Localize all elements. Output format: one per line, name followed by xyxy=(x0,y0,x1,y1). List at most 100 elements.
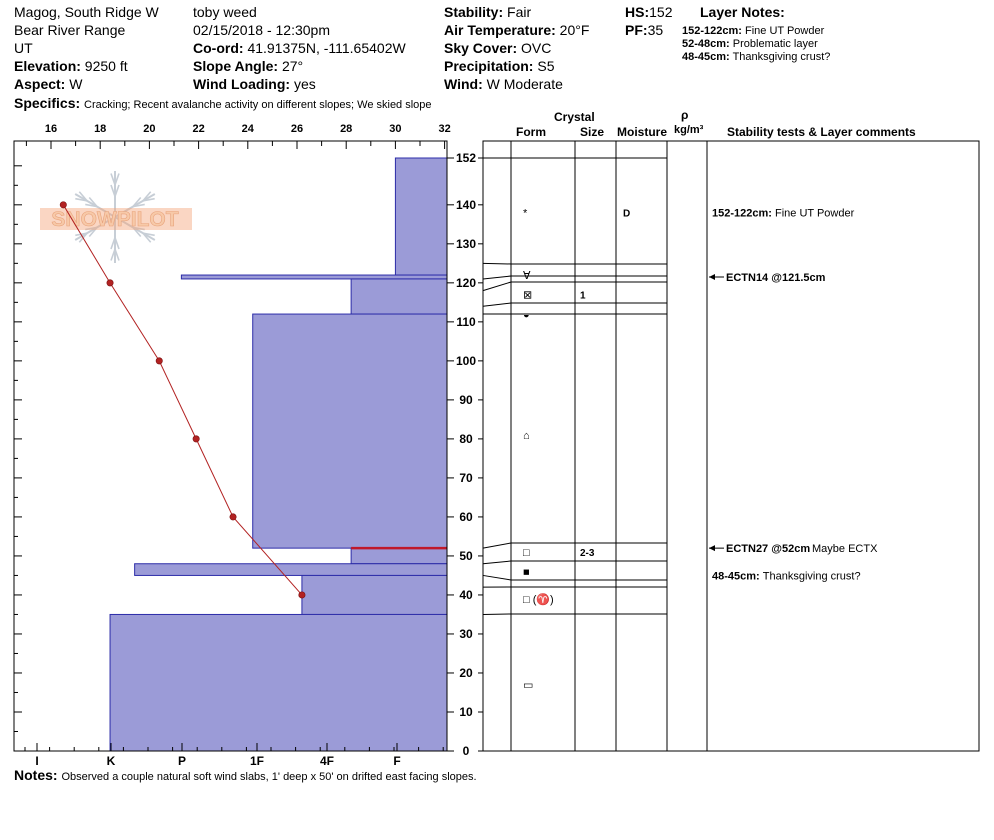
height-tick-label: 50 xyxy=(459,549,473,563)
comment-test: ECTN14 @121.5cm xyxy=(726,272,826,284)
layer-note: 52-48cm: Problematic layer xyxy=(682,38,818,51)
wind-label: Wind: xyxy=(444,76,483,92)
flake-branch xyxy=(110,248,116,261)
temp-tick-label: 18 xyxy=(94,123,106,135)
height-tick-label: 10 xyxy=(459,705,473,719)
flake-branch xyxy=(132,226,145,231)
hs-label: HS: xyxy=(625,4,650,20)
hardness-tick-label: 1F xyxy=(250,754,264,768)
flake-branch xyxy=(142,232,152,243)
layer-boundary-connector xyxy=(482,542,512,549)
precip-label: Precipitation: xyxy=(444,58,534,74)
slope-row: Slope Angle: 27° xyxy=(193,58,303,75)
flake-branch xyxy=(132,203,145,208)
flake-branch xyxy=(88,226,98,237)
density-unit-header: kg/m³ xyxy=(674,124,704,136)
notes-value: Observed a couple natural soft wind slab… xyxy=(61,771,477,783)
hardness-layer xyxy=(109,613,448,752)
height-tick-label: 130 xyxy=(456,237,476,251)
crystal-size: 2-3 xyxy=(580,548,595,559)
crystal-header: Crystal xyxy=(554,110,595,124)
observer: toby weed xyxy=(193,4,257,20)
wind-loading-label: Wind Loading: xyxy=(193,76,291,92)
layer-boundary-connector xyxy=(482,302,512,307)
height-tick-label: 80 xyxy=(459,432,473,446)
coord-value: 41.91375N, -111.65402W xyxy=(247,40,406,56)
crystal-form-symbol: ⌂ xyxy=(523,430,530,442)
flake-branch xyxy=(142,197,155,202)
aspect-value: W xyxy=(69,76,83,92)
sky-label: Sky Cover: xyxy=(444,40,518,56)
wind-loading-row: Wind Loading: yes xyxy=(193,76,316,93)
temp-tick-label: 26 xyxy=(291,123,303,135)
hardness-layer xyxy=(180,274,448,280)
hardness-tick-label: P xyxy=(178,754,186,768)
table-frame xyxy=(482,140,980,752)
comment-text: 48-45cm: Thanksgiving crust? xyxy=(712,570,861,582)
specifics-row: Specifics: Cracking; Recent avalanche ac… xyxy=(14,95,432,114)
stability-label: Stability: xyxy=(444,4,504,20)
specifics-label: Specifics: xyxy=(14,95,81,111)
temperature-point xyxy=(298,591,306,599)
hs-row: HS:152 xyxy=(625,4,672,21)
crystal-form-symbol: ■ xyxy=(523,567,530,579)
height-tick-label: 100 xyxy=(456,354,476,368)
form-header: Form xyxy=(516,125,546,139)
crystal-form-symbol: * xyxy=(523,208,528,220)
height-tick-label: 70 xyxy=(459,471,473,485)
flake-branch xyxy=(132,197,142,208)
height-tick-label: 60 xyxy=(459,510,473,524)
precip-value: S5 xyxy=(537,58,555,74)
hardness-tick-label: I xyxy=(35,754,38,768)
temp-tick-label: 16 xyxy=(45,123,57,135)
size-header: Size xyxy=(580,125,605,139)
height-tick-label: 120 xyxy=(456,276,476,290)
snowpilot-watermark: SNOWPILOT xyxy=(40,171,192,263)
notes-label: Notes: xyxy=(14,767,58,783)
watermark-text: SNOWPILOT xyxy=(51,208,178,231)
flake-branch xyxy=(114,184,120,197)
hs-value: 152 xyxy=(649,4,673,20)
wind-row: Wind: W Moderate xyxy=(444,76,563,93)
comment-body: Fine UT Powder xyxy=(775,208,855,220)
crystal-form-symbol: □ (♈) xyxy=(523,593,554,606)
specifics-value: Cracking; Recent avalanche activity on d… xyxy=(84,99,432,111)
layer-note-text: Problematic layer xyxy=(732,38,818,50)
plot-frame xyxy=(13,140,448,752)
layer-note-range: 48-45cm: xyxy=(682,51,730,63)
pf-value: 35 xyxy=(647,22,664,38)
temp-tick-label: 32 xyxy=(438,123,450,135)
comment-arrowhead xyxy=(709,545,715,552)
layer-boundary-connector xyxy=(482,574,512,581)
temperature-point xyxy=(229,513,237,521)
crystal-form-symbol: ◒ xyxy=(523,309,530,321)
hardness-layer xyxy=(350,278,448,315)
hardness-layer xyxy=(394,157,448,276)
layer-boundary-connector xyxy=(482,560,512,565)
temp-tick-label: 24 xyxy=(242,123,255,135)
height-tick-label: 20 xyxy=(459,666,473,680)
temperature-line xyxy=(62,204,303,596)
crystal-size: 1 xyxy=(580,291,586,302)
temperature-point xyxy=(155,357,163,365)
precip-row: Precipitation: S5 xyxy=(444,58,554,75)
datetime: 02/15/2018 - 12:30pm xyxy=(193,22,330,38)
crystal-form-symbol: ▭ xyxy=(523,680,533,692)
wind-value: W Moderate xyxy=(486,76,563,92)
stability-value: Fair xyxy=(507,4,532,20)
air-temp-label: Air Temperature: xyxy=(444,22,556,38)
height-tick-label: 90 xyxy=(459,393,473,407)
flake-branch xyxy=(85,226,98,231)
watermark-band xyxy=(40,208,192,230)
temperature-point xyxy=(106,279,114,287)
comments-header: Stability tests & Layer comments xyxy=(727,125,916,139)
pf-label: PF: xyxy=(625,22,648,38)
elevation-label: Elevation: xyxy=(14,58,81,74)
temp-tick-label: 28 xyxy=(340,123,352,135)
flake-branch xyxy=(110,184,116,197)
crystal-form-symbol: □ xyxy=(523,547,530,559)
layer-note-text: Fine UT Powder xyxy=(745,25,825,37)
comment-body: Thanksgiving crust? xyxy=(763,570,861,582)
stability-row: Stability: Fair xyxy=(444,4,531,21)
comment-arrowhead xyxy=(709,273,715,280)
